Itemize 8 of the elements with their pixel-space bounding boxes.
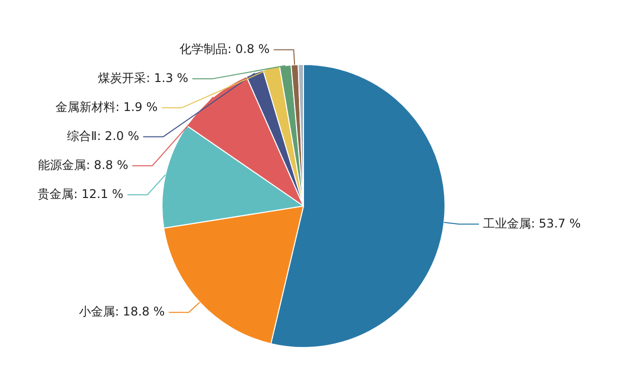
slice-label: 小金属: 18.8 % [78, 304, 165, 319]
slice-label: 能源金属: 8.8 % [38, 158, 128, 172]
slice-label: 煤炭开采: 1.3 % [98, 70, 188, 85]
slice-label: 金属新材料: 1.9 % [55, 100, 158, 114]
slice-label: 贵金属: 12.1 % [38, 186, 124, 201]
slice-label: 工业金属: 53.7 % [482, 216, 581, 230]
slice-label: 综合Ⅱ: 2.0 % [67, 128, 140, 143]
slice-label: 化学制品: 0.8 % [180, 42, 270, 56]
